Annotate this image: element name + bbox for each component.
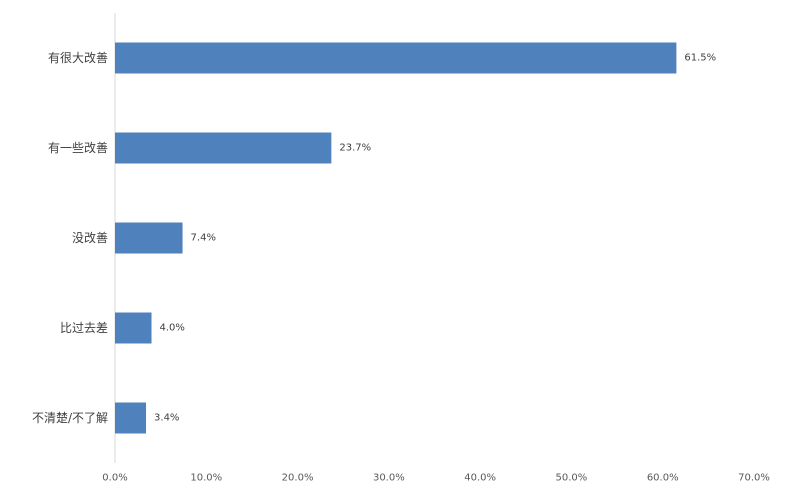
bar xyxy=(115,402,147,434)
value-label: 23.7% xyxy=(339,143,371,154)
bar xyxy=(115,312,152,344)
x-tick-label: 20.0% xyxy=(282,473,314,484)
x-tick-label: 0.0% xyxy=(102,473,127,484)
bar xyxy=(115,222,183,254)
x-tick-label: 50.0% xyxy=(556,473,588,484)
x-axis-ticks: 0.0% 10.0% 20.0% 30.0% 40.0% 50.0% 60.0% 70.0% xyxy=(102,473,770,484)
category-label: 有一些改善 xyxy=(48,140,108,155)
category-label: 有很大改善 xyxy=(48,50,108,65)
bars-group xyxy=(115,42,677,434)
value-label: 61.5% xyxy=(684,53,716,64)
value-label: 4.0% xyxy=(160,323,185,334)
category-label: 没改善 xyxy=(72,230,108,245)
category-label: 比过去差 xyxy=(60,321,108,335)
bar xyxy=(115,42,677,74)
value-label: 3.4% xyxy=(154,413,179,424)
category-label: 不清楚/不了解 xyxy=(32,411,108,425)
x-tick-label: 60.0% xyxy=(647,473,679,484)
x-tick-label: 30.0% xyxy=(373,473,405,484)
x-tick-label: 10.0% xyxy=(190,473,222,484)
x-tick-label: 40.0% xyxy=(464,473,496,484)
bar xyxy=(115,132,332,164)
x-tick-label: 70.0% xyxy=(738,473,770,484)
value-labels: 61.5% 23.7% 7.4% 4.0% 3.4% xyxy=(154,53,716,424)
value-label: 7.4% xyxy=(191,233,216,244)
